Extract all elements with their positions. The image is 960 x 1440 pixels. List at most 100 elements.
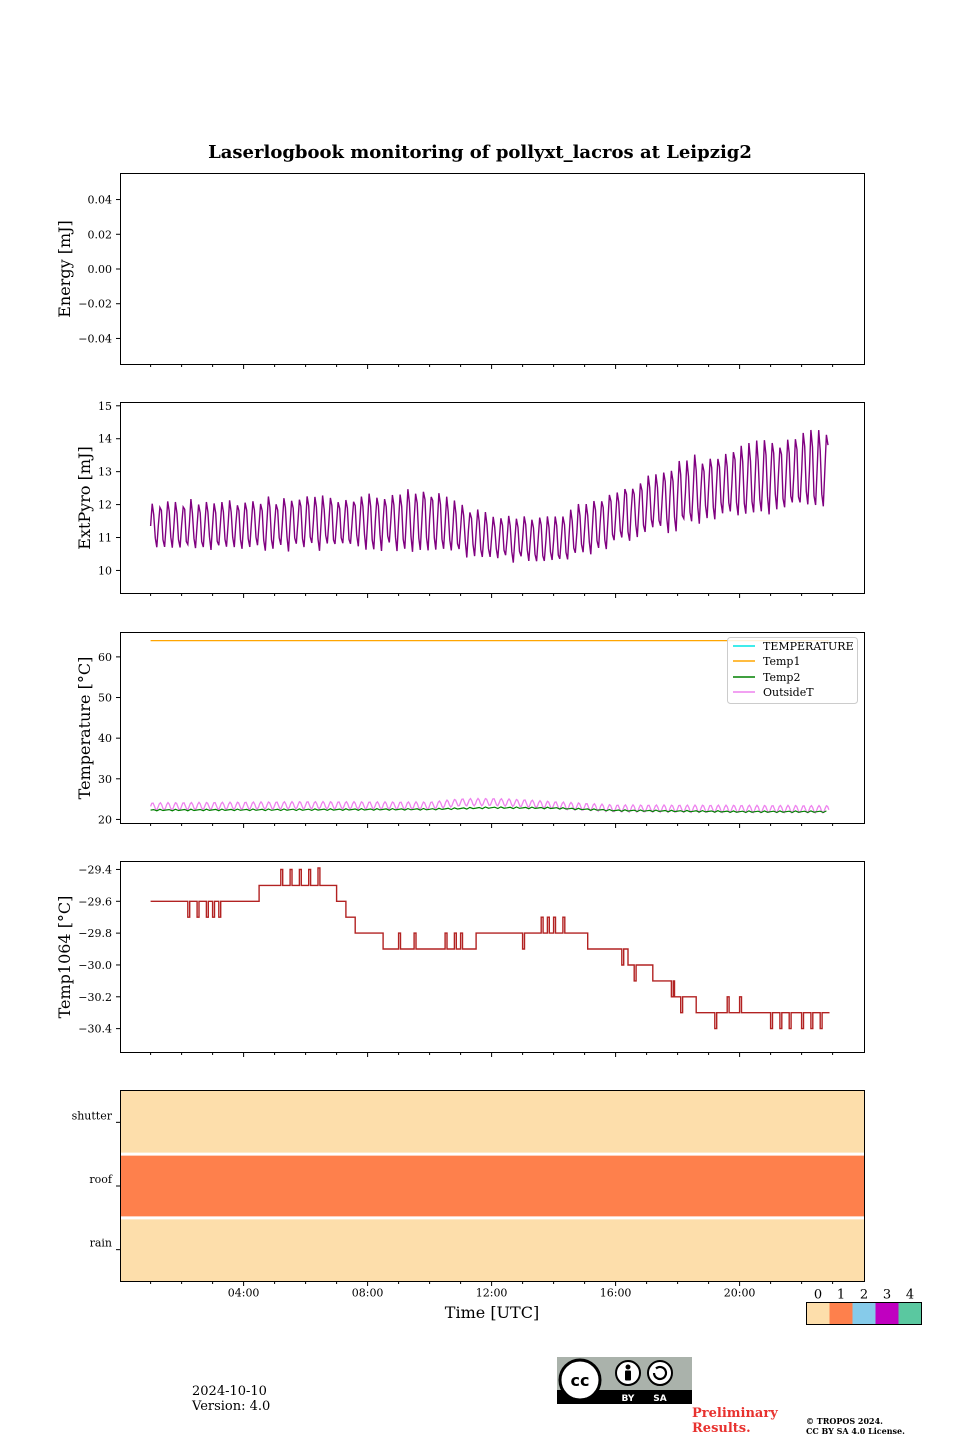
preliminary-line1: Preliminary: [692, 1406, 778, 1421]
status-row-label-rain: rain: [90, 1237, 112, 1250]
colorbar-label-1: 1: [837, 1288, 845, 1303]
status-row-rain: [120, 1217, 865, 1282]
y-tick-label: 0.00: [88, 263, 113, 276]
by-person-body: [625, 1370, 631, 1381]
legend-box: [727, 637, 858, 704]
status-panel: shutter roof rain 04:00 08:00 12:00 16:00 20:0…: [72, 1090, 865, 1322]
preliminary-line2: Results.: [692, 1421, 751, 1436]
footer-version: Version: 4.0: [192, 1399, 271, 1414]
sa-arrow-icon: [652, 1365, 668, 1381]
y-tick-label: −0.02: [78, 298, 112, 311]
y-tick-label: −30.4: [78, 1023, 112, 1036]
colorbar-cell-0: [806, 1302, 830, 1325]
y-tick-label: −29.8: [78, 927, 112, 940]
figure-title: Laserlogbook monitoring of pollyxt_lacro…: [208, 142, 752, 163]
colorbar-label-2: 2: [860, 1288, 868, 1303]
temp1064-panel: −29.4 −29.6 −29.8 −30.0 −30.2 −30.4 Temp1064 …: [55, 861, 865, 1057]
y-tick-label: 11: [98, 532, 112, 545]
y-tick-label: 30: [98, 773, 112, 786]
x-tick-label: 08:00: [352, 1287, 384, 1300]
temp1064-axes-frame: [120, 861, 865, 1053]
cc-label-sa: SA: [653, 1394, 666, 1404]
temperature-ylabel: Temperature [°C]: [75, 657, 94, 800]
y-tick-label: −29.6: [78, 895, 112, 908]
temperature-panel: 20 30 40 50 60 Temperature [°C] TEMPERATURE …: [75, 632, 865, 828]
temperature-legend: TEMPERATURE Temp1 Temp2 OutsideT: [727, 637, 858, 704]
y-tick-label: 40: [98, 732, 112, 745]
legend-label-temp1: Temp1: [763, 655, 800, 668]
copyright-line2: CC BY SA 4.0 License.: [806, 1426, 905, 1436]
colorbar-cell-1: [829, 1302, 853, 1325]
temp1064-series-line: [150, 867, 830, 1030]
extpyro-y-ticks: 10 11 12 13 14 15: [98, 400, 121, 577]
copyright-note: © TROPOS 2024. CC BY SA 4.0 License.: [806, 1416, 905, 1436]
y-tick-label: −0.04: [78, 332, 112, 345]
cc-label-by: BY: [622, 1394, 635, 1404]
temperature-y-ticks: 20 30 40 50 60: [98, 651, 121, 826]
y-tick-label: −30.2: [78, 991, 112, 1004]
legend-label-temp2: Temp2: [763, 671, 800, 684]
extpyro-x-ticks: [150, 593, 834, 598]
colorbar-cell-2: [852, 1302, 876, 1325]
x-tick-label: 04:00: [228, 1287, 260, 1300]
status-row-label-shutter: shutter: [72, 1109, 113, 1122]
colorbar-frame: [806, 1302, 922, 1325]
temp1064-x-ticks: [150, 1052, 834, 1057]
y-tick-label: 0.04: [88, 194, 113, 207]
y-tick-label: 10: [98, 564, 112, 577]
status-xlabel: Time [UTC]: [445, 1303, 539, 1322]
temp1064-y-ticks: −29.4 −29.6 −29.8 −30.0 −30.2 −30.4: [78, 863, 121, 1036]
y-tick-label: 13: [98, 466, 112, 479]
footer-date: 2024-10-10: [192, 1384, 267, 1399]
y-tick-label: 14: [98, 433, 112, 446]
y-tick-label: 20: [98, 813, 112, 826]
x-tick-label: 16:00: [600, 1287, 632, 1300]
colorbar-cell-4: [898, 1302, 922, 1325]
status-row-label-roof: roof: [89, 1173, 113, 1186]
cc-icon-glyph: cc: [571, 1371, 590, 1390]
status-y-ticks: shutter roof rain: [72, 1109, 121, 1251]
y-tick-label: −30.0: [78, 959, 112, 972]
copyright-line1: © TROPOS 2024.: [806, 1416, 883, 1426]
y-tick-label: 60: [98, 651, 112, 664]
by-person-head: [625, 1364, 631, 1370]
energy-ylabel: Energy [mJ]: [55, 220, 74, 318]
sa-share-icon: [647, 1360, 673, 1386]
temp2-series-line: [150, 806, 827, 814]
extpyro-series-line: [149, 429, 829, 563]
status-row-shutter: [120, 1090, 865, 1155]
status-heatmap-cells: [120, 1090, 865, 1282]
y-tick-label: 12: [98, 499, 112, 512]
status-x-ticks: 04:00 08:00 12:00 16:00 20:00: [150, 1281, 834, 1300]
y-tick-label: −29.4: [78, 863, 112, 876]
status-row-roof: [120, 1154, 865, 1218]
colorbar-cell-3: [875, 1302, 899, 1325]
temperature-axes-frame: [120, 632, 865, 824]
colorbar-label-4: 4: [906, 1288, 914, 1303]
colorbar-label-3: 3: [883, 1288, 891, 1303]
colorbar-label-0: 0: [814, 1288, 822, 1303]
energy-panel: −0.04 −0.02 0.00 0.02 0.04 Energy [mJ]: [55, 173, 865, 369]
legend-label-temperature: TEMPERATURE: [763, 640, 854, 653]
temperature-x-ticks: [150, 823, 834, 828]
cc-circle-icon: [558, 1358, 602, 1402]
preliminary-note: Preliminary Results.: [692, 1406, 778, 1436]
energy-axes-frame: [120, 173, 865, 365]
energy-x-ticks: [150, 364, 834, 369]
extpyro-ylabel: ExtPyro [mJ]: [75, 446, 94, 549]
legend-label-outsidet: OutsideT: [763, 686, 814, 699]
energy-y-ticks: −0.04 −0.02 0.00 0.02 0.04: [78, 194, 121, 345]
extpyro-axes-frame: [120, 402, 865, 594]
y-tick-label: 15: [98, 400, 112, 413]
outsidet-series-line: [149, 797, 830, 814]
x-tick-label: 12:00: [476, 1287, 508, 1300]
extpyro-panel: 10 11 12 13 14 15 ExtPyro [mJ]: [75, 400, 865, 598]
x-tick-label: 20:00: [724, 1287, 756, 1300]
y-tick-label: 50: [98, 692, 112, 705]
footer-date-block: 2024-10-10 Version: 4.0: [192, 1384, 270, 1414]
cc-by-sa-logo: cc BY SA: [557, 1357, 692, 1404]
y-tick-label: 0.02: [88, 228, 113, 241]
temp1064-ylabel: Temp1064 [°C]: [55, 896, 74, 1019]
